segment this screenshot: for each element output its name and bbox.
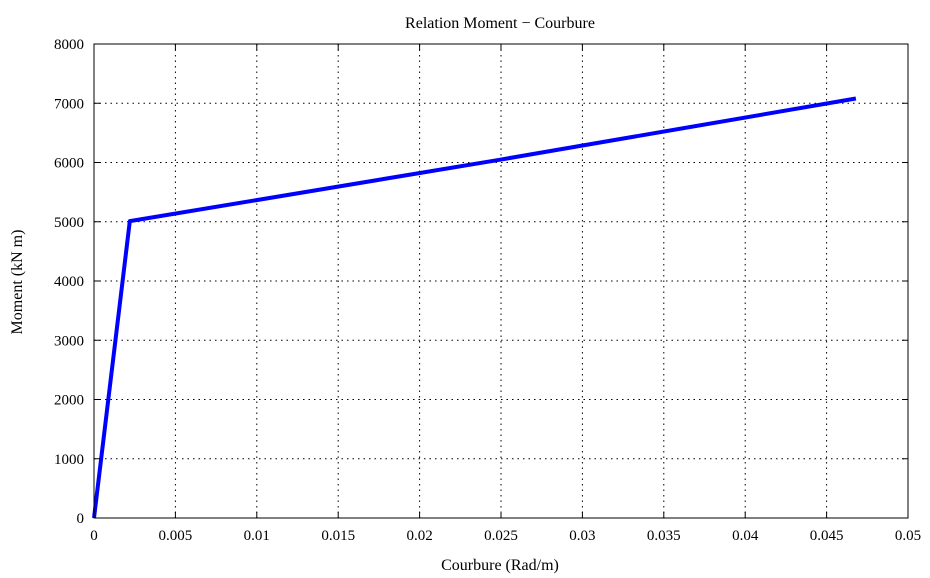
x-tick-label: 0.035 (647, 528, 681, 544)
series-layer (92, 96, 857, 519)
y-tick-label: 3000 (54, 333, 84, 349)
x-axis-title: Courbure (Rad/m) (441, 557, 559, 574)
x-tick-label: 0 (90, 528, 98, 544)
y-tick-labels: 0 1000 2000 3000 4000 5000 6000 7000 8000 (54, 37, 84, 527)
y-tick-label: 8000 (54, 37, 84, 53)
y-tick-label: 1000 (54, 452, 84, 468)
y-tick-label: 2000 (54, 393, 84, 409)
y-tick-label: 0 (77, 511, 85, 527)
y-tick-label: 7000 (54, 96, 84, 112)
ticks (93, 43, 909, 519)
moment-curvature-line (92, 96, 857, 519)
y-axis-title: Moment (kN m) (9, 230, 26, 335)
x-tick-label: 0.045 (810, 528, 844, 544)
y-tick-label: 4000 (54, 274, 84, 290)
x-tick-label: 0.05 (895, 528, 921, 544)
grid (94, 44, 908, 518)
y-tick-label: 6000 (54, 156, 84, 172)
x-tick-label: 0.01 (244, 528, 270, 544)
x-tick-label: 0.015 (321, 528, 355, 544)
x-tick-label: 0.025 (484, 528, 518, 544)
y-tick-label: 5000 (54, 215, 84, 231)
x-tick-label: 0.02 (406, 528, 432, 544)
chart-title: Relation Moment − Courbure (405, 15, 595, 32)
x-tick-label: 0.005 (159, 528, 193, 544)
x-tick-labels: 0 0.005 0.01 0.015 0.02 0.025 0.03 0.035 0.04 0.0… (90, 528, 921, 544)
x-tick-label: 0.04 (732, 528, 759, 544)
x-tick-label: 0.03 (569, 528, 595, 544)
